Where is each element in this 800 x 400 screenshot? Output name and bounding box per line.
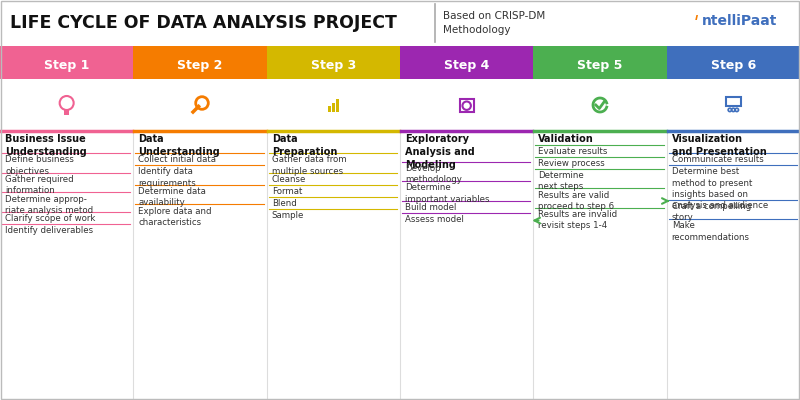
Bar [534,46,666,51]
Bar [0,51,134,79]
Bar [134,51,266,79]
Bar [400,46,534,51]
Bar [726,96,741,106]
Bar [332,103,335,112]
Bar [400,51,534,79]
Text: Make
recommendations: Make recommendations [672,222,750,242]
Text: Step 2: Step 2 [178,58,222,72]
Text: ᴵ: ᴵ [695,14,698,28]
Text: Business Issue
Understanding: Business Issue Understanding [5,134,86,157]
Bar [666,46,800,51]
Text: ntelliPaat: ntelliPaat [702,14,778,28]
Text: Identify data
requirements: Identify data requirements [138,168,196,188]
Text: Step 5: Step 5 [578,58,622,72]
Bar [266,46,400,51]
Text: Determine
important variables: Determine important variables [405,184,490,204]
Bar [266,51,400,79]
Text: Gather required
information: Gather required information [5,175,74,195]
Bar [460,99,474,112]
Text: Visualization
and Presentation: Visualization and Presentation [672,134,766,157]
Text: Blend: Blend [272,199,297,208]
Bar [336,99,339,112]
Text: Results are invalid
revisit steps 1-4: Results are invalid revisit steps 1-4 [538,210,618,230]
Text: Exploratory
Analysis and
Modeling: Exploratory Analysis and Modeling [405,134,474,170]
Text: Gather data from
multiple sources: Gather data from multiple sources [272,156,346,176]
Text: Communicate results: Communicate results [672,156,763,164]
Text: Determine data
availability: Determine data availability [138,187,206,207]
Text: Cleanse: Cleanse [272,175,306,184]
Text: Craft a compelling
story: Craft a compelling story [672,202,751,222]
Bar [534,51,666,79]
Text: Step 3: Step 3 [310,58,356,72]
Text: Format: Format [272,187,302,196]
Text: Identify deliverables: Identify deliverables [5,226,93,235]
Text: Build model: Build model [405,203,456,212]
Text: Determine
next steps: Determine next steps [538,171,584,191]
Text: Step 6: Step 6 [710,58,756,72]
Text: Review process: Review process [538,159,605,168]
Bar [0,79,800,131]
Text: Validation: Validation [538,134,594,144]
Text: Step 4: Step 4 [444,58,490,72]
Bar [328,106,331,112]
Text: Data
Understanding: Data Understanding [138,134,220,157]
Text: Determine approp-
riate analysis metod: Determine approp- riate analysis metod [5,194,93,214]
Text: Develop
methodology: Develop methodology [405,164,462,184]
Text: Clarify scope of work: Clarify scope of work [5,214,95,223]
Bar [134,46,266,51]
Text: Explore data and
characteristics: Explore data and characteristics [138,206,212,226]
Text: Evaluate results: Evaluate results [538,147,608,156]
Text: Results are valid
proceed to step 6: Results are valid proceed to step 6 [538,190,614,210]
Bar [666,51,800,79]
Text: Sample: Sample [272,211,304,220]
Bar [0,131,800,400]
Bar [64,110,70,115]
Text: Data
Preparation: Data Preparation [272,134,337,157]
Bar [0,46,134,51]
Text: Assess model: Assess model [405,215,464,224]
Text: Collect initial data: Collect initial data [138,156,216,164]
Text: Define business
objectives: Define business objectives [5,156,74,176]
Text: Step 1: Step 1 [44,58,90,72]
Bar [0,0,800,46]
Text: Based on CRISP-DM
Methodology: Based on CRISP-DM Methodology [443,11,546,35]
Text: Determine best
method to present
insights based on
analysis and audience: Determine best method to present insight… [672,168,768,210]
Text: LIFE CYCLE OF DATA ANALYSIS PROJECT: LIFE CYCLE OF DATA ANALYSIS PROJECT [10,14,397,32]
